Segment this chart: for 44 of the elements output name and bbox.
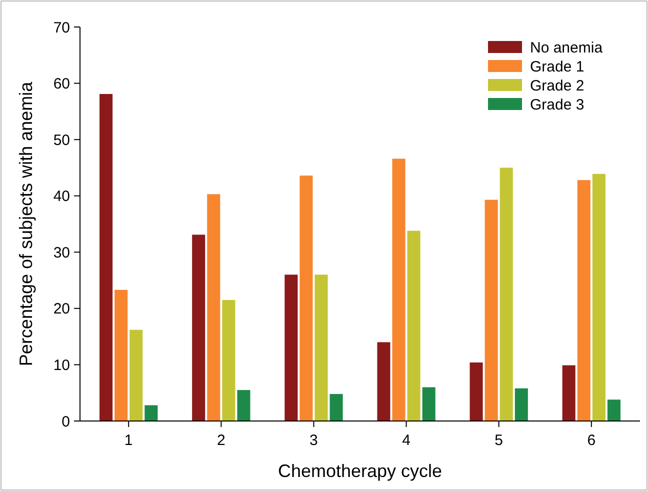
legend-label: Grade 3 <box>530 96 584 114</box>
y-tick-label: 0 <box>62 413 70 430</box>
legend-label: Grade 2 <box>530 77 584 94</box>
bar <box>592 174 606 421</box>
legend-label: Grade 1 <box>530 58 584 76</box>
x-tick-label: 1 <box>124 432 133 449</box>
x-tick-label: 4 <box>402 432 410 449</box>
x-tick-label: 2 <box>216 432 226 449</box>
y-tick-label: 20 <box>53 300 70 318</box>
bar <box>237 390 250 421</box>
bar <box>500 168 513 421</box>
y-tick-label: 30 <box>53 244 70 262</box>
bar <box>514 388 528 421</box>
y-tick-label: 50 <box>53 132 70 149</box>
bar <box>407 230 420 421</box>
bar <box>392 158 406 421</box>
y-tick-label: 40 <box>53 188 70 206</box>
bar <box>314 274 328 421</box>
x-tick-label: 5 <box>494 432 504 449</box>
bar <box>470 362 483 421</box>
bar <box>377 342 390 421</box>
y-axis-title: Percentage of subjects with anemia <box>16 80 36 366</box>
x-axis-title: Chemotherapy cycle <box>278 461 442 481</box>
y-tick-label: 10 <box>53 356 70 374</box>
bar <box>144 405 158 421</box>
bar <box>207 194 220 421</box>
bar <box>222 300 236 421</box>
x-tick-label: 6 <box>587 432 596 449</box>
bar <box>284 274 298 421</box>
y-tick-label: 60 <box>53 76 70 93</box>
bar <box>300 176 313 421</box>
bar <box>577 180 590 421</box>
bar <box>484 200 498 421</box>
bar <box>130 330 143 421</box>
legend-label: No anemia <box>530 39 604 56</box>
bar <box>192 234 206 421</box>
bar <box>114 290 128 421</box>
bar <box>330 394 343 421</box>
bar <box>607 400 620 421</box>
bar <box>562 365 576 421</box>
y-tick-label: 70 <box>53 19 70 36</box>
x-tick-label: 3 <box>310 432 318 449</box>
bar <box>100 94 113 421</box>
bar <box>422 387 436 421</box>
